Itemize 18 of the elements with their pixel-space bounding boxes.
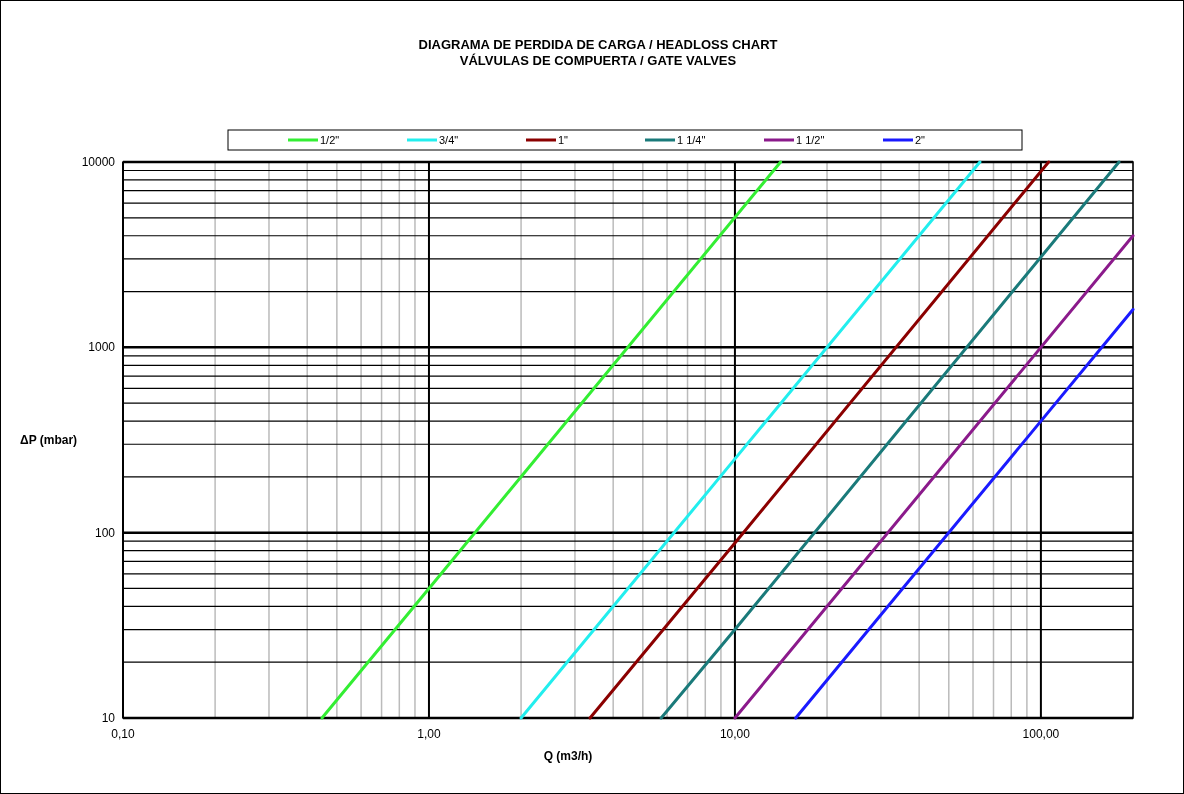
- y-tick-label: 10: [101, 711, 116, 725]
- y-tick-label: 100: [94, 525, 116, 540]
- x-tick-label: 10,00: [719, 727, 751, 741]
- legend-label: 1 1/4": [677, 134, 706, 146]
- legend-label: 1 1/2": [796, 134, 825, 146]
- x-tick-label: 0,10: [111, 727, 135, 741]
- legend-label: 3/4": [439, 134, 459, 146]
- y-tick-label: 1000: [88, 340, 116, 355]
- y-axis-title: ΔP (mbar): [20, 433, 78, 447]
- x-tick-label: 1,00: [417, 727, 441, 741]
- chart-subtitle: VÁLVULAS DE COMPUERTA / GATE VALVES: [459, 53, 737, 68]
- legend-label: 1/2": [320, 134, 340, 146]
- chart-title: DIAGRAMA DE PERDIDA DE CARGA / HEADLOSS CHART: [418, 37, 778, 52]
- legend-label: 2": [915, 134, 926, 146]
- legend-label: 1": [558, 134, 569, 146]
- x-tick-label: 100,00: [1022, 727, 1060, 741]
- x-axis-title: Q (m3/h): [543, 749, 593, 763]
- y-tick-label: 10000: [81, 155, 116, 169]
